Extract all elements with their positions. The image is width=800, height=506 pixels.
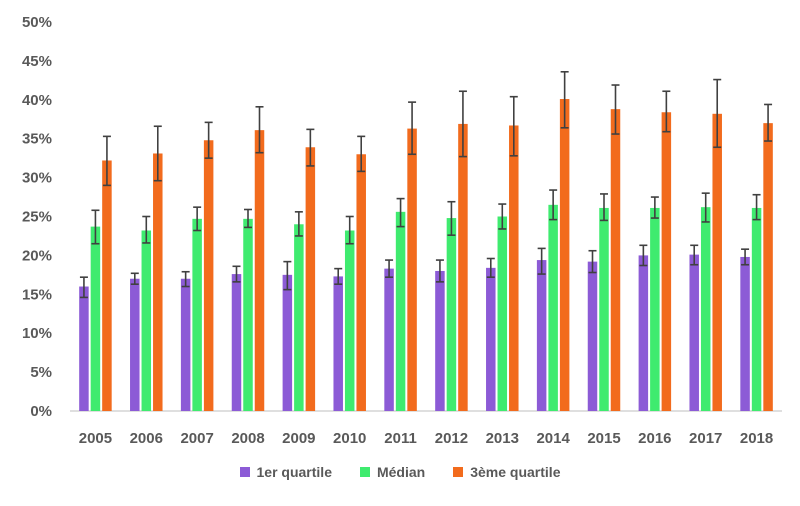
bar <box>763 123 773 411</box>
y-tick-label: 30% <box>22 170 52 187</box>
bar <box>344 230 355 411</box>
bar <box>740 256 750 411</box>
x-tick-label: 2005 <box>79 430 112 447</box>
bar <box>333 276 343 411</box>
x-tick-label: 2016 <box>638 430 671 447</box>
bar <box>751 207 762 411</box>
bar <box>446 218 457 411</box>
legend-swatch-median <box>359 467 370 477</box>
y-tick-label: 5% <box>30 364 52 381</box>
legend-item-q3: 3ème quartile <box>453 464 560 480</box>
bar <box>282 274 293 411</box>
x-tick-label: 2018 <box>740 430 773 447</box>
x-tick-label: 2008 <box>231 430 264 447</box>
x-tick-label: 2017 <box>689 430 722 447</box>
x-tick-label: 2010 <box>333 430 366 447</box>
legend-item-median: Médian <box>359 464 426 480</box>
x-tick-label: 2013 <box>486 430 519 447</box>
bar-chart: 0% 5% 10% 15% 20% 25% 30% 35% 40% 45% 50% 2005 2006 2… <box>22 14 782 447</box>
bar <box>231 274 242 411</box>
legend-swatch-q1 <box>239 467 250 477</box>
bar <box>587 261 598 411</box>
bar <box>458 123 468 411</box>
legend-label-q3: 3ème quartile <box>470 464 561 480</box>
bar <box>497 216 508 411</box>
x-tick-label: 2015 <box>587 430 620 447</box>
x-tick-label: 2006 <box>130 430 163 447</box>
legend-swatch-q3 <box>453 467 464 477</box>
bar <box>384 268 394 411</box>
bar <box>90 226 101 411</box>
y-tick-label: 45% <box>22 53 52 70</box>
bar <box>700 207 711 411</box>
x-tick-label: 2014 <box>536 430 570 447</box>
bar <box>356 154 366 411</box>
bar <box>599 207 609 411</box>
bar <box>661 112 672 412</box>
y-tick-label: 15% <box>22 286 52 303</box>
legend-label-q1: 1er quartile <box>256 464 332 480</box>
x-tick-label: 2012 <box>435 430 468 447</box>
bar <box>638 255 649 411</box>
x-tick-label: 2007 <box>180 430 213 447</box>
bar <box>203 140 214 412</box>
bar <box>130 278 140 411</box>
bar <box>192 218 202 411</box>
bar <box>712 113 722 411</box>
legend-label-median: Médian <box>376 464 426 480</box>
bar <box>650 207 660 411</box>
y-tick-label: 0% <box>30 403 52 420</box>
bar <box>153 153 163 411</box>
legend: 1er quartile Médian 3ème quartile <box>0 464 800 480</box>
legend-item-q1: 1er quartile <box>239 464 332 480</box>
bar <box>305 147 316 411</box>
bar <box>559 99 570 411</box>
x-tick-label: 2011 <box>384 430 417 447</box>
y-tick-label: 50% <box>22 14 52 31</box>
bar <box>141 230 152 411</box>
bar <box>294 224 304 411</box>
bar <box>548 204 558 411</box>
bar <box>407 128 417 411</box>
y-tick-label: 25% <box>22 209 52 226</box>
y-tick-label: 40% <box>22 92 52 109</box>
x-tick-label: 2009 <box>282 430 315 447</box>
bar <box>180 278 191 411</box>
bar <box>243 218 253 411</box>
bar <box>435 270 445 411</box>
y-tick-label: 10% <box>22 325 52 342</box>
bar <box>610 109 621 412</box>
bar <box>689 254 699 411</box>
bar <box>486 267 496 411</box>
bar <box>509 125 519 411</box>
bar <box>395 211 406 411</box>
bar <box>102 160 112 411</box>
bar <box>254 130 265 411</box>
bar <box>536 260 547 411</box>
y-tick-label: 35% <box>22 131 52 148</box>
bar <box>79 286 89 411</box>
y-tick-label: 20% <box>22 247 52 264</box>
